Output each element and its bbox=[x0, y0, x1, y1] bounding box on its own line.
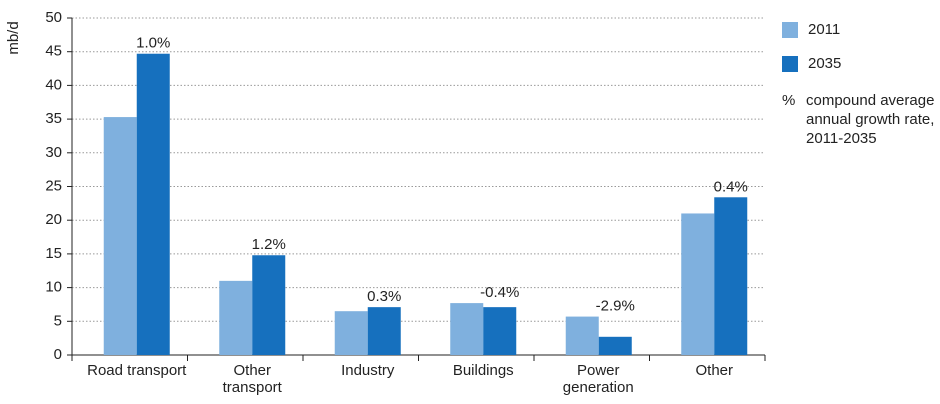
bar bbox=[450, 303, 484, 355]
y-tick-label: 0 bbox=[54, 346, 62, 363]
bar bbox=[219, 280, 253, 355]
x-tick-label: Buildings bbox=[452, 362, 514, 379]
y-tick-label: 10 bbox=[45, 279, 62, 296]
x-tick-label: Industry bbox=[341, 362, 395, 379]
growth-label: -0.4% bbox=[480, 284, 519, 301]
bar bbox=[136, 53, 170, 356]
bar bbox=[598, 336, 632, 355]
y-tick-label: 50 bbox=[45, 9, 62, 26]
legend-note-symbol: % bbox=[782, 92, 795, 109]
bar bbox=[367, 307, 401, 355]
y-tick-label: 20 bbox=[45, 211, 62, 228]
y-tick-label: 15 bbox=[45, 245, 62, 262]
bar bbox=[681, 213, 715, 355]
bar bbox=[252, 255, 286, 355]
y-tick-label: 35 bbox=[45, 110, 62, 127]
growth-label: 0.3% bbox=[367, 288, 401, 305]
legend-swatch bbox=[782, 22, 798, 38]
bar bbox=[483, 307, 517, 355]
growth-label: 1.0% bbox=[136, 35, 170, 52]
y-tick-label: 25 bbox=[45, 177, 62, 194]
y-tick-label: 40 bbox=[45, 76, 62, 93]
growth-label: -2.9% bbox=[596, 298, 635, 315]
x-tick-label: Power generation bbox=[562, 362, 634, 396]
legend-note: compound average annual growth rate, 201… bbox=[806, 92, 935, 147]
legend-label: 2035 bbox=[808, 55, 841, 72]
bar bbox=[103, 117, 137, 355]
growth-label: 0.4% bbox=[714, 178, 748, 195]
bar bbox=[714, 197, 748, 355]
y-tick-label: 45 bbox=[45, 43, 62, 60]
y-tick-label: 5 bbox=[54, 312, 62, 329]
y-axis-label: mb/d bbox=[5, 21, 22, 54]
y-tick-label: 30 bbox=[45, 144, 62, 161]
legend-label: 2011 bbox=[808, 21, 840, 38]
x-tick-label: Road transport bbox=[87, 362, 187, 379]
bar bbox=[565, 316, 599, 355]
x-tick-label: Other bbox=[695, 362, 733, 379]
x-tick-label: Other transport bbox=[222, 362, 282, 396]
growth-label: 1.2% bbox=[252, 236, 286, 253]
bar bbox=[334, 311, 368, 355]
legend-swatch bbox=[782, 56, 798, 72]
